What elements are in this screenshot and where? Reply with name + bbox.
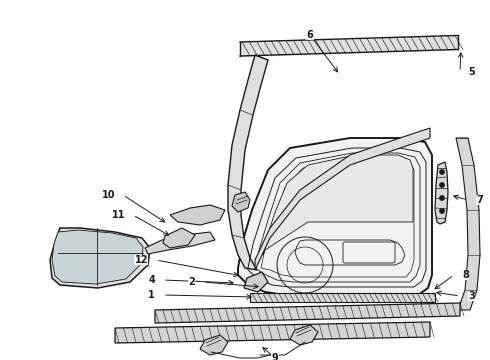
Polygon shape	[155, 303, 460, 323]
Text: 7: 7	[476, 195, 483, 205]
Polygon shape	[456, 138, 480, 310]
Text: 4: 4	[148, 275, 155, 285]
Polygon shape	[52, 230, 143, 284]
Text: 12: 12	[134, 255, 148, 265]
Text: 2: 2	[188, 277, 195, 287]
Polygon shape	[244, 272, 268, 292]
Polygon shape	[250, 293, 435, 302]
Circle shape	[440, 170, 444, 175]
Polygon shape	[290, 325, 318, 345]
Polygon shape	[232, 192, 250, 212]
Polygon shape	[145, 232, 215, 254]
Text: 5: 5	[468, 67, 475, 77]
Polygon shape	[200, 335, 228, 355]
Circle shape	[440, 183, 444, 188]
Text: 6: 6	[307, 30, 314, 40]
Polygon shape	[50, 228, 150, 288]
Polygon shape	[238, 138, 432, 295]
Polygon shape	[263, 155, 413, 255]
Polygon shape	[170, 205, 225, 225]
Circle shape	[440, 195, 444, 201]
Polygon shape	[163, 228, 195, 248]
Text: 9: 9	[271, 353, 278, 360]
Text: 11: 11	[112, 210, 125, 220]
Text: 8: 8	[462, 270, 469, 280]
Polygon shape	[435, 162, 448, 224]
Circle shape	[440, 208, 444, 213]
Polygon shape	[115, 322, 430, 343]
Polygon shape	[255, 128, 430, 270]
Text: 10: 10	[101, 190, 115, 200]
Polygon shape	[228, 55, 268, 270]
Text: 1: 1	[148, 290, 155, 300]
Text: 3: 3	[468, 291, 475, 301]
